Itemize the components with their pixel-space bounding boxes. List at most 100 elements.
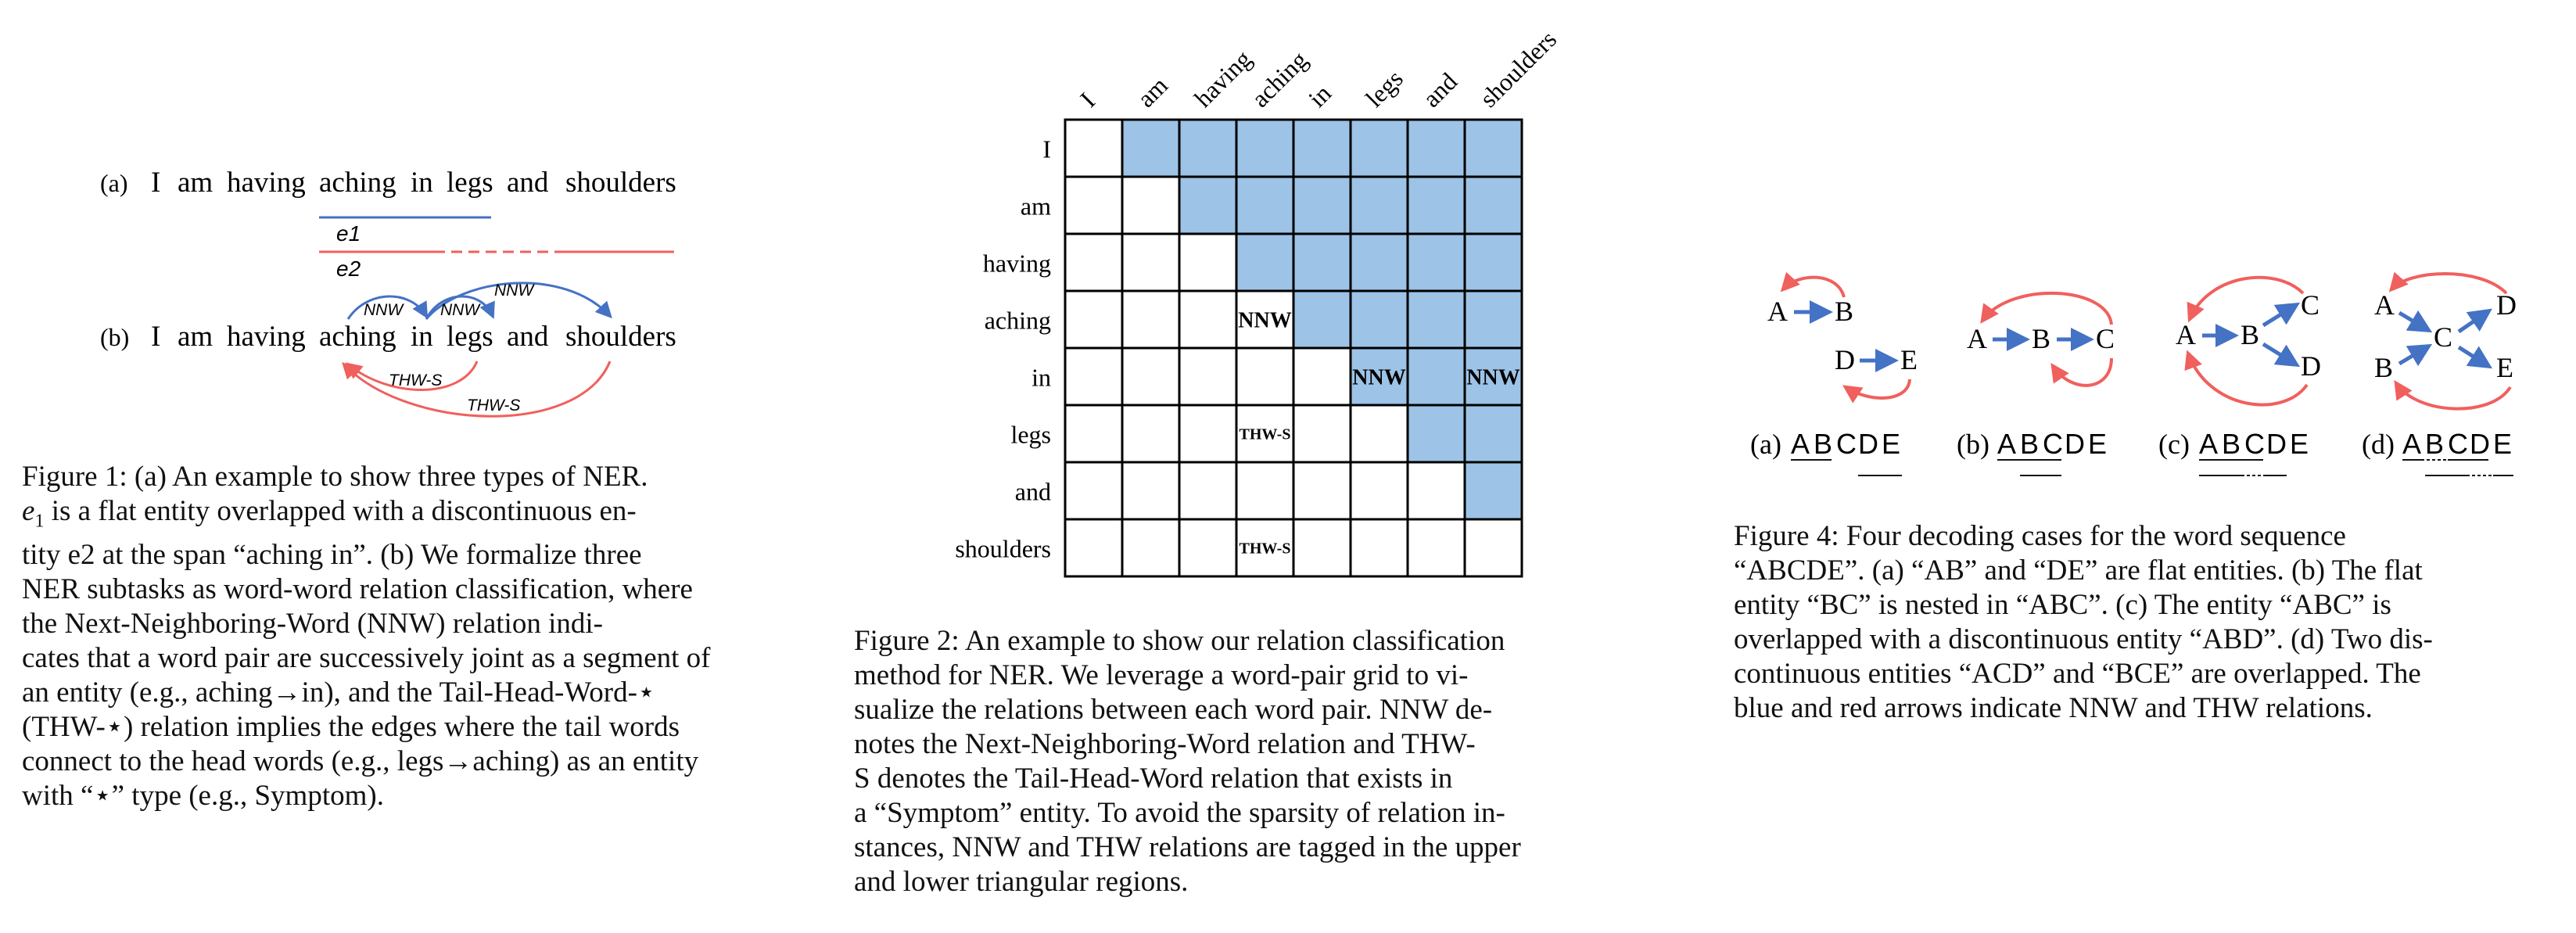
caption-line: an entity (e.g., aching→in), and the Tai… bbox=[22, 676, 656, 709]
nnw-arrow bbox=[2398, 310, 2433, 333]
grid-cell bbox=[1178, 346, 1238, 407]
grid-cell bbox=[1463, 232, 1523, 292]
seq-letter: A bbox=[2199, 428, 2218, 460]
caption-line: method for NER. We leverage a word-pair … bbox=[854, 659, 1469, 691]
grid-cell bbox=[1292, 118, 1352, 178]
grid-cell bbox=[1292, 461, 1352, 521]
fig1b-word: having bbox=[227, 321, 306, 353]
fig4-label-b: (b) bbox=[1957, 429, 1989, 460]
seq-letter: A bbox=[2402, 428, 2421, 460]
fig1b-word: and bbox=[507, 321, 549, 353]
grid-cell bbox=[1064, 118, 1124, 178]
grid-col-label: aching bbox=[1246, 45, 1313, 113]
grid-cell bbox=[1406, 404, 1466, 464]
fig1a-word: aching bbox=[319, 167, 396, 199]
fig4-panel-d: A B C D E bbox=[2374, 271, 2517, 411]
seq-letter: C bbox=[2448, 428, 2468, 460]
nnw-arrow bbox=[2457, 308, 2492, 334]
caption-line: stances, NNW and THW relations are tagge… bbox=[854, 831, 1521, 863]
grid-cell bbox=[1406, 118, 1466, 178]
thw-arrow bbox=[1780, 271, 1846, 298]
grid-cell bbox=[1235, 346, 1295, 407]
grid-cell bbox=[1349, 289, 1409, 350]
grid-cell bbox=[1349, 118, 1409, 178]
grid-cell bbox=[1463, 118, 1523, 178]
grid-cell bbox=[1463, 404, 1523, 464]
grid-cell bbox=[1463, 518, 1523, 578]
seq-letter: B bbox=[2020, 428, 2039, 460]
seq-letter: E bbox=[2088, 428, 2107, 460]
caption-line: Figure 1: (a) An example to show three t… bbox=[22, 461, 648, 493]
node-B: B bbox=[2241, 319, 2259, 350]
figure-4-decoding-cases: A B D E A B C A B C D bbox=[1750, 271, 2517, 476]
grid-col-label: having bbox=[1189, 45, 1257, 113]
grid-cell bbox=[1406, 175, 1466, 235]
seq-letter: D bbox=[2065, 428, 2085, 460]
grid-cell bbox=[1406, 518, 1466, 578]
node-A: A bbox=[2176, 319, 2196, 350]
grid-col-label: legs bbox=[1360, 64, 1408, 113]
grid-col-label: and bbox=[1417, 67, 1462, 113]
grid-cell bbox=[1463, 289, 1523, 350]
caption-line: tity e2 at the span “aching in”. (b) We … bbox=[22, 539, 642, 572]
node-C: C bbox=[2096, 323, 2115, 354]
caption-line: connect to the head words (e.g., legs→ac… bbox=[22, 745, 699, 778]
grid-cell bbox=[1349, 232, 1409, 292]
seq-letter: D bbox=[2470, 428, 2490, 460]
node-C: C bbox=[2301, 289, 2319, 321]
nnw-arc-label: NNW bbox=[364, 301, 404, 319]
caption-line: overlapped with a discontinuous entity “… bbox=[1734, 623, 2433, 655]
caption-line: entity “BC” is nested in “ABC”. (c) The … bbox=[1734, 589, 2391, 621]
relation-cell-label: NNW bbox=[1238, 309, 1291, 333]
fig1a-word: legs bbox=[447, 167, 493, 199]
relation-cell-label: NNW bbox=[1352, 366, 1405, 390]
node-A: A bbox=[2374, 289, 2395, 321]
grid-row-label: in bbox=[1031, 364, 1051, 392]
caption-line: the Next-Neighboring-Word (NNW) relation… bbox=[22, 608, 603, 641]
grid-cell bbox=[1292, 404, 1352, 464]
fig4-panel-b: A B C bbox=[1967, 292, 2115, 387]
grid-cell bbox=[1178, 518, 1238, 578]
grid-cell bbox=[1463, 461, 1523, 521]
node-D: D bbox=[1835, 344, 1855, 375]
grid-row-label: am bbox=[1021, 192, 1051, 221]
fig1b-word: legs bbox=[447, 321, 493, 353]
thw-arrow bbox=[2187, 275, 2305, 323]
grid-cell bbox=[1178, 461, 1238, 521]
grid-cell bbox=[1178, 175, 1238, 235]
caption-line: a “Symptom” entity. To avoid the sparsit… bbox=[854, 797, 1505, 829]
nnw-arrow bbox=[2398, 343, 2433, 367]
grid-cell bbox=[1178, 404, 1238, 464]
grid-cell bbox=[1406, 346, 1466, 407]
grid-row-label: shoulders bbox=[955, 535, 1051, 563]
relation-cell-label: THW-S bbox=[1240, 426, 1291, 443]
grid-cell bbox=[1235, 404, 1295, 464]
caption-line: Figure 2: An example to show our relatio… bbox=[854, 625, 1505, 657]
node-D: D bbox=[2496, 289, 2517, 321]
caption-line: sualize the relations between each word … bbox=[854, 694, 1493, 726]
seq-letter: E bbox=[1882, 428, 1900, 460]
seq-letter: C bbox=[1836, 428, 1857, 460]
grid-cell bbox=[1292, 289, 1352, 350]
fig1-label-b: (b) bbox=[100, 323, 129, 351]
fig4-panel-a: A B D E bbox=[1767, 271, 1918, 404]
grid-cell bbox=[1349, 518, 1409, 578]
node-E: E bbox=[1900, 344, 1918, 375]
grid-cell bbox=[1178, 289, 1238, 350]
node-D: D bbox=[2301, 350, 2321, 382]
nnw-arc-label: NNW bbox=[494, 282, 535, 300]
caption-line: notes the Next-Neighboring-Word relation… bbox=[854, 728, 1476, 760]
grid-cell bbox=[1349, 461, 1409, 521]
relation-cell-label: THW-S bbox=[1240, 540, 1291, 558]
grid-cell bbox=[1349, 175, 1409, 235]
thw-arc-label: THW-S bbox=[389, 371, 442, 389]
fig1b-word: in bbox=[411, 321, 433, 353]
fig1a-word: am bbox=[178, 167, 213, 199]
grid-cell bbox=[1178, 118, 1238, 178]
fig1b-word: I bbox=[151, 321, 160, 353]
node-B: B bbox=[2374, 352, 2393, 383]
caption-line: and lower triangular regions. bbox=[854, 866, 1189, 898]
grid-cell bbox=[1121, 346, 1181, 407]
figure-4-caption: Figure 4: Four decoding cases for the wo… bbox=[1734, 519, 2555, 726]
